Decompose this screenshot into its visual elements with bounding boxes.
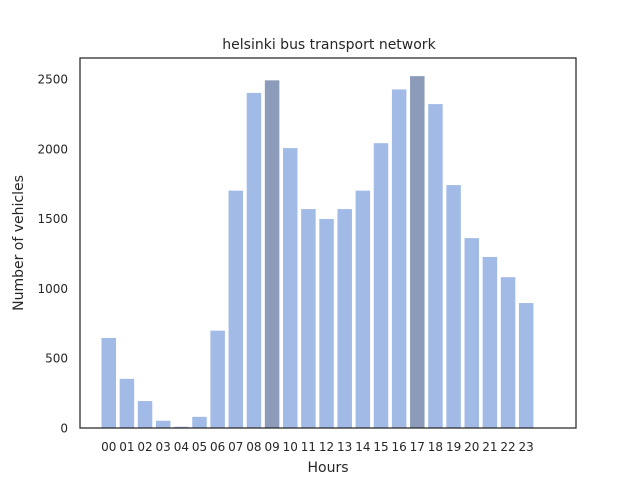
x-tick-label: 07 (228, 440, 243, 454)
x-tick-label: 04 (174, 440, 189, 454)
bar-hour-10 (283, 148, 298, 428)
y-tick-label: 1000 (37, 282, 68, 296)
x-tick-label: 10 (283, 440, 298, 454)
chart-title: helsinki bus transport network (222, 37, 436, 53)
x-tick-label: 08 (246, 440, 261, 454)
bar-hour-18 (428, 104, 443, 428)
bar-hour-05 (192, 416, 207, 428)
x-tick-label: 20 (464, 440, 479, 454)
bar-hour-19 (446, 185, 461, 428)
y-axis-label: Number of vehicles (11, 175, 27, 311)
x-tick-label: 00 (101, 440, 116, 454)
bar-hour-01 (119, 378, 135, 428)
bar-hour-17 (410, 76, 425, 429)
x-tick-label: 06 (210, 440, 225, 454)
x-tick-label: 19 (446, 440, 461, 454)
bars-group (101, 76, 534, 429)
x-tick-label: 21 (482, 440, 497, 454)
y-tick-label: 1500 (37, 212, 68, 226)
y-tick-label: 500 (45, 352, 68, 366)
x-axis-ticks: 00 01 02 03 04 05 06 07 08 09 10 11 12 13 14 15 16 17 18 19… (101, 440, 534, 454)
bar-hour-14 (355, 190, 371, 428)
y-tick-label: 0 (60, 422, 68, 436)
bar-hour-00 (101, 337, 116, 428)
bar-hour-04 (174, 426, 189, 428)
x-tick-label: 02 (137, 440, 152, 454)
x-tick-label: 12 (319, 440, 334, 454)
bar-hour-09 (264, 80, 280, 428)
bar-hour-12 (319, 218, 334, 428)
bar-hour-13 (337, 209, 352, 428)
bar-hour-07 (228, 190, 244, 428)
x-tick-label: 18 (428, 440, 443, 454)
plot-frame (79, 57, 577, 429)
x-tick-label: 09 (264, 440, 279, 454)
bar-hour-06 (210, 330, 225, 428)
x-tick-label: 23 (519, 440, 534, 454)
x-tick-label: 22 (500, 440, 515, 454)
bar-hour-02 (137, 401, 153, 428)
bar-hour-11 (301, 209, 316, 428)
bar-hour-03 (155, 420, 171, 428)
bar-hour-21 (482, 256, 498, 428)
bar-hour-22 (500, 277, 516, 428)
y-tick-label: 2000 (37, 142, 68, 156)
x-tick-label: 05 (192, 440, 207, 454)
y-axis-ticks: 0 500 1000 1500 2000 2500 (37, 72, 68, 435)
x-tick-label: 16 (392, 440, 407, 454)
x-tick-label: 14 (355, 440, 370, 454)
bar-hour-16 (391, 89, 407, 429)
bar-hour-08 (246, 92, 262, 428)
x-tick-label: 01 (119, 440, 134, 454)
bar-hour-15 (373, 143, 389, 429)
x-tick-label: 17 (410, 440, 425, 454)
x-axis-label: Hours (307, 460, 348, 476)
y-tick-label: 2500 (37, 72, 68, 86)
bar-hour-20 (464, 238, 479, 428)
x-tick-label: 11 (301, 440, 316, 454)
x-tick-label: 15 (373, 440, 388, 454)
bar-hour-23 (518, 303, 534, 428)
x-tick-label: 13 (337, 440, 352, 454)
x-tick-label: 03 (156, 440, 171, 454)
